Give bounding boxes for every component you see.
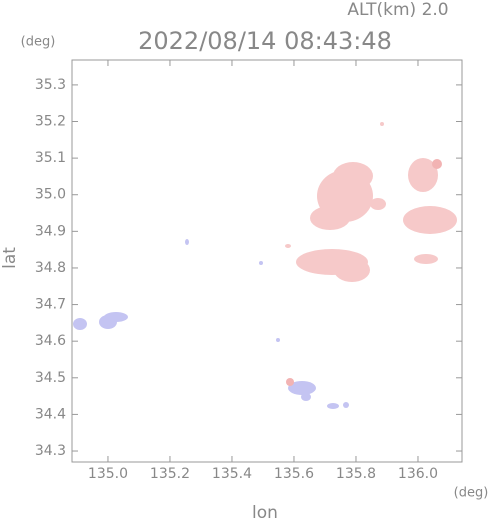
chart-title: 2022/08/14 08:43:48 [138, 27, 392, 55]
x-tick-label: 135.4 [212, 466, 252, 482]
x-tick-label: 135.0 [88, 466, 128, 482]
y-tick-label: 34.6 [35, 333, 66, 349]
subtitle: ALT(km) 2.0 [347, 0, 448, 20]
y-tick-label: 34.4 [35, 406, 66, 422]
y-tick-label: 34.3 [35, 443, 66, 459]
y-tick-label: 34.8 [35, 260, 66, 276]
x-tick-label: 135.8 [336, 466, 376, 482]
x-unit: (deg) [454, 486, 489, 501]
y-tick-label: 35.1 [35, 150, 66, 166]
x-tick-label: 135.6 [274, 466, 314, 482]
echo-regions [73, 122, 457, 409]
y-tick-label: 34.9 [35, 223, 66, 239]
plot-frame [71, 59, 463, 463]
y-axis-label: lat [0, 247, 20, 269]
x-tick-label: 136.0 [398, 466, 438, 482]
y-tick-label: 34.5 [35, 370, 66, 386]
y-tick-label: 35.2 [35, 114, 66, 130]
y-tick-label: 35.0 [35, 187, 66, 203]
x-axis-label: lon [252, 503, 278, 521]
y-unit: (deg) [21, 35, 56, 50]
x-tick-label: 135.2 [150, 466, 190, 482]
y-tick-label: 34.7 [35, 297, 66, 313]
y-tick-label: 35.3 [35, 77, 66, 93]
